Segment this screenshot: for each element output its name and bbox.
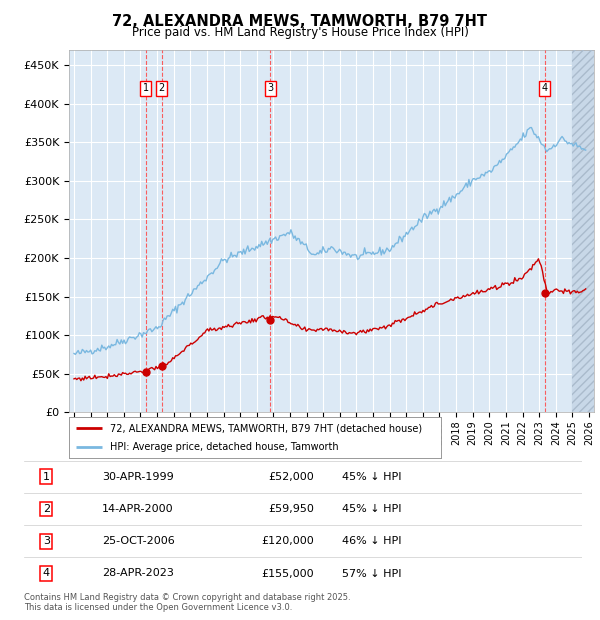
Text: £59,950: £59,950 bbox=[268, 504, 314, 514]
Text: Contains HM Land Registry data © Crown copyright and database right 2025.
This d: Contains HM Land Registry data © Crown c… bbox=[24, 593, 350, 612]
Text: 28-APR-2023: 28-APR-2023 bbox=[102, 569, 174, 578]
Text: 4: 4 bbox=[43, 569, 50, 578]
Text: 1: 1 bbox=[143, 83, 149, 93]
Text: £120,000: £120,000 bbox=[262, 536, 314, 546]
Text: 72, ALEXANDRA MEWS, TAMWORTH, B79 7HT: 72, ALEXANDRA MEWS, TAMWORTH, B79 7HT bbox=[113, 14, 487, 29]
Text: £155,000: £155,000 bbox=[262, 569, 314, 578]
Text: 45% ↓ HPI: 45% ↓ HPI bbox=[342, 472, 401, 482]
Text: 46% ↓ HPI: 46% ↓ HPI bbox=[342, 536, 401, 546]
Text: 3: 3 bbox=[267, 83, 274, 93]
Bar bbox=[572, 50, 594, 412]
Text: 45% ↓ HPI: 45% ↓ HPI bbox=[342, 504, 401, 514]
Text: 2: 2 bbox=[43, 504, 50, 514]
Text: HPI: Average price, detached house, Tamworth: HPI: Average price, detached house, Tamw… bbox=[110, 441, 338, 452]
Text: 25-OCT-2006: 25-OCT-2006 bbox=[102, 536, 175, 546]
Text: 3: 3 bbox=[43, 536, 50, 546]
Text: Price paid vs. HM Land Registry's House Price Index (HPI): Price paid vs. HM Land Registry's House … bbox=[131, 26, 469, 39]
Text: 57% ↓ HPI: 57% ↓ HPI bbox=[342, 569, 401, 578]
Text: £52,000: £52,000 bbox=[268, 472, 314, 482]
Text: 30-APR-1999: 30-APR-1999 bbox=[102, 472, 174, 482]
Text: 2: 2 bbox=[159, 83, 165, 93]
Text: 14-APR-2000: 14-APR-2000 bbox=[102, 504, 174, 514]
Text: 72, ALEXANDRA MEWS, TAMWORTH, B79 7HT (detached house): 72, ALEXANDRA MEWS, TAMWORTH, B79 7HT (d… bbox=[110, 423, 422, 433]
Bar bbox=[572, 50, 594, 412]
Text: 4: 4 bbox=[542, 83, 548, 93]
Text: 1: 1 bbox=[43, 472, 50, 482]
